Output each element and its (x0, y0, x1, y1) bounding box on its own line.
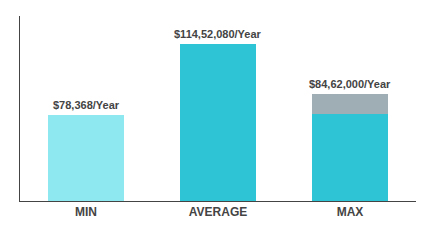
svg-text:AVERAGE: AVERAGE (189, 205, 247, 219)
svg-text:$114,52,080/Year: $114,52,080/Year (174, 28, 262, 40)
svg-text:MIN: MIN (75, 205, 97, 219)
svg-text:MAX: MAX (337, 205, 364, 219)
svg-text:$84,62,000/Year: $84,62,000/Year (309, 78, 391, 90)
svg-text:$78,368/Year: $78,368/Year (53, 99, 120, 111)
